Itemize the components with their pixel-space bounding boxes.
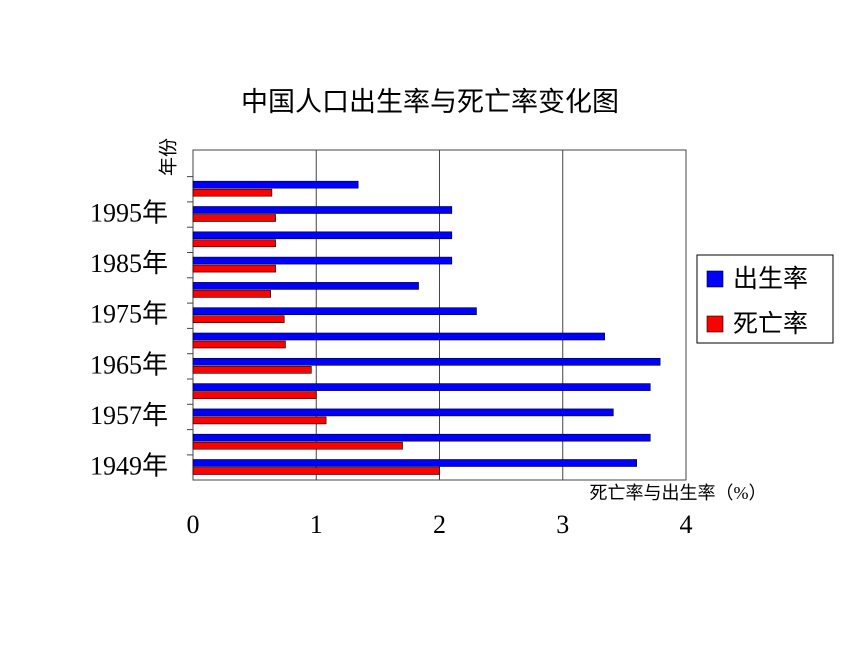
x-tick-label: 4 — [680, 510, 693, 539]
bar — [192, 332, 605, 341]
bar — [192, 340, 286, 349]
y-tick-label: 1957年 — [90, 401, 168, 430]
legend-label: 死亡率 — [733, 309, 808, 338]
legend-label: 出生率 — [733, 264, 808, 293]
chart-title: 中国人口出生率与死亡率变化图 — [241, 87, 619, 117]
x-tick-label: 3 — [556, 510, 569, 539]
x-axis-label: 死亡率与出生率（%） — [590, 483, 767, 503]
y-tick-label: 1949年 — [90, 451, 168, 480]
x-tick-label: 0 — [187, 510, 200, 539]
bar — [192, 290, 271, 298]
legend-swatch — [706, 315, 724, 333]
bar — [192, 459, 638, 467]
bar — [192, 264, 276, 273]
bar — [192, 467, 440, 475]
bar — [192, 307, 477, 316]
bar — [192, 441, 403, 450]
bar — [192, 391, 317, 399]
y-tick-label: 1995年 — [90, 198, 168, 227]
bar — [192, 214, 276, 222]
y-tick-label: 1975年 — [90, 300, 168, 329]
bar — [192, 239, 276, 248]
bar — [192, 188, 273, 197]
bar — [192, 433, 651, 442]
bar — [192, 416, 327, 425]
y-axis-label: 年份 — [157, 138, 179, 176]
bar — [192, 256, 453, 265]
bar — [192, 315, 285, 324]
y-tick-label: 1985年 — [90, 249, 168, 278]
x-tick-label: 2 — [433, 510, 446, 539]
bar — [192, 206, 453, 214]
bar — [192, 282, 419, 290]
y-tick-label: 1965年 — [90, 350, 168, 379]
bar — [192, 357, 661, 366]
legend-swatch — [706, 270, 724, 288]
bar — [192, 231, 453, 240]
bar — [192, 365, 312, 374]
bar — [192, 408, 614, 417]
bar — [192, 383, 651, 391]
x-tick-label: 1 — [310, 510, 323, 539]
bar — [192, 180, 359, 189]
